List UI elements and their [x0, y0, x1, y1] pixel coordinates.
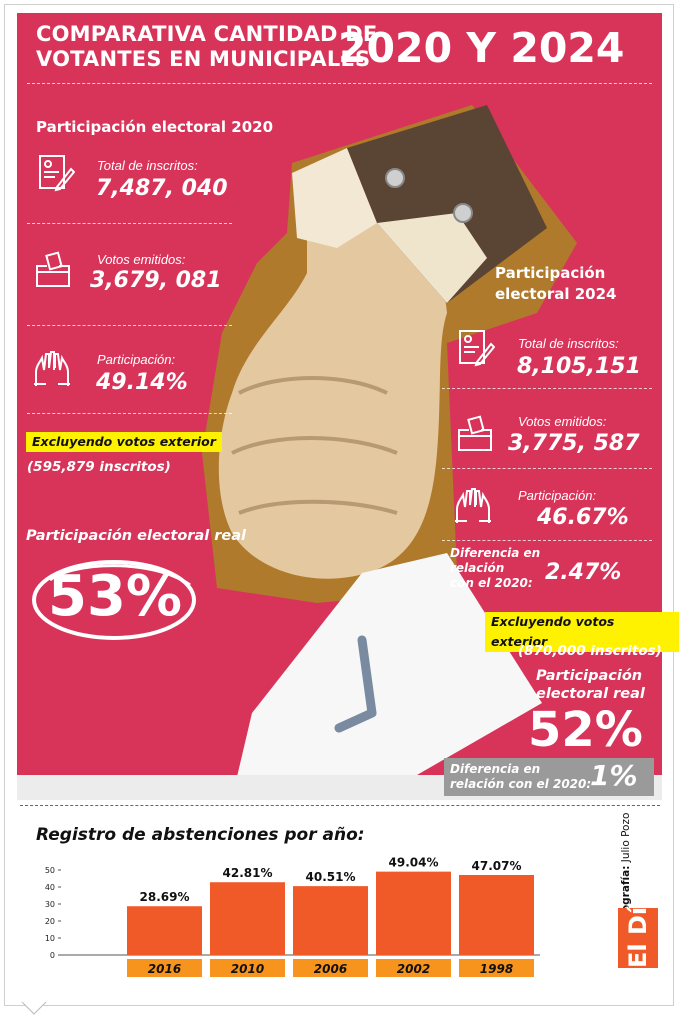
votos-2024-value: 3,775, 587: [508, 431, 640, 456]
bar-value-label: 49.04%: [389, 856, 439, 870]
category-label-box: [210, 959, 285, 977]
bar-2010: [210, 882, 285, 955]
difference-2024-label-line1: Diferencia en: [450, 546, 541, 560]
real-participation-2020-label: Participación electoral real: [26, 528, 246, 544]
bar-2002: [376, 871, 451, 955]
category-label-box: [459, 959, 534, 977]
frame-pointer: [21, 1001, 47, 1015]
category-label: 2006: [314, 962, 347, 976]
excluding-foreign-2024-value: (870,000 inscritos): [518, 643, 662, 659]
circle-highlight: [32, 560, 196, 640]
y-tick-label: 30: [45, 900, 55, 909]
y-tick-label: 10: [45, 934, 55, 943]
participacion-2024-value: 46.67%: [537, 505, 629, 530]
separator-dash: [442, 468, 652, 469]
inscritos-2024-label: Total de inscritos:: [518, 336, 619, 351]
bar-value-label: 40.51%: [306, 870, 356, 884]
real-participation-2024-label-line1: Participación: [536, 668, 643, 684]
hand-with-ballot-illustration: [202, 105, 577, 798]
category-label-box: [293, 959, 368, 977]
real-participation-2024-label-line2: electoral real: [536, 686, 645, 702]
y-tick-label: 20: [45, 917, 55, 926]
poster-background: [17, 13, 662, 798]
excluding-foreign-2020-value: (595,879 inscritos): [27, 459, 171, 475]
document-pen-icon: [459, 330, 495, 367]
title-left: COMPARATIVA CANTIDAD DE VOTANTES EN MUNI…: [36, 22, 378, 71]
excluding-foreign-2020-label: Excluyendo votos exterior: [26, 432, 222, 452]
el-dia-logo-text: El Día: [624, 890, 652, 968]
inscritos-2024-value: 8,105,151: [517, 354, 641, 379]
votos-2020-label: Votos emitidos:: [97, 252, 186, 267]
raised-hands-icon: [34, 351, 70, 386]
separator-dash: [27, 413, 232, 414]
inscritos-2020-value: 7,487, 040: [96, 176, 228, 201]
bar-value-label: 42.81%: [223, 866, 273, 880]
participacion-2020-label: Participación:: [97, 352, 176, 367]
separator-dash: [27, 83, 652, 84]
title-right: 2020 Y 2024: [338, 24, 625, 72]
abstention-bar-chart: 0 10 20 30 40 50 28.69% 2016 42.81% 2010 40.51% 200…: [45, 856, 540, 977]
bar-value-label: 28.69%: [140, 890, 190, 904]
separator-dash: [27, 223, 232, 224]
section-title-2020: Participación electoral 2020: [36, 118, 274, 136]
excluding-foreign-2024-label: Excluyendo votos exterior: [485, 612, 679, 652]
y-tick-label: 0: [50, 951, 55, 960]
separator-dash: [442, 540, 652, 541]
real-participation-2020-value: 53%: [48, 564, 183, 629]
difference-2024-value: 2.47%: [545, 560, 622, 585]
bar-1998: [459, 874, 534, 955]
bar-2016: [127, 906, 202, 955]
difference-real-value: 1%: [590, 759, 638, 792]
votos-2024-label: Votos emitidos:: [518, 414, 607, 429]
raised-hands-icon: [455, 488, 491, 523]
el-dia-logo: El Día: [618, 890, 658, 968]
ballot-box-icon: [36, 251, 70, 287]
bar-2006: [293, 886, 368, 955]
inscritos-2020-label: Total de inscritos:: [97, 158, 198, 173]
participacion-2024-label: Participación:: [518, 488, 597, 503]
category-label: 2010: [231, 962, 264, 976]
separator-dash: [20, 805, 660, 806]
votos-2020-value: 3,679, 081: [90, 268, 222, 293]
difference-2024-label-line3: con el 2020:: [450, 576, 533, 590]
real-participation-2024-value: 52%: [528, 702, 643, 758]
category-label: 1998: [480, 962, 513, 976]
difference-real-box: [444, 758, 654, 796]
category-label-box: [376, 959, 451, 977]
separator-dash: [27, 325, 232, 326]
difference-real-label-line2: relación con el 2020:: [450, 777, 592, 791]
separator-dash: [442, 388, 652, 389]
chart-title: Registro de abstenciones por año:: [36, 825, 365, 845]
document-pen-icon: [39, 155, 75, 192]
bar-value-label: 47.07%: [472, 859, 522, 873]
y-tick-label: 50: [45, 866, 55, 875]
category-label-box: [127, 959, 202, 977]
section-title-2024-line2: electoral 2024: [495, 285, 617, 303]
category-label: 2016: [148, 962, 181, 976]
participacion-2020-value: 49.14%: [96, 370, 188, 395]
category-label: 2002: [397, 962, 430, 976]
difference-real-label-line1: Diferencia en: [450, 762, 541, 776]
ballot-box-icon: [458, 415, 492, 451]
credit-author: Julio Pozo: [620, 812, 632, 863]
difference-2024-label-line2: relación: [450, 561, 505, 575]
section-title-2024-line1: Participación: [495, 264, 606, 282]
y-tick-label: 40: [45, 883, 55, 892]
